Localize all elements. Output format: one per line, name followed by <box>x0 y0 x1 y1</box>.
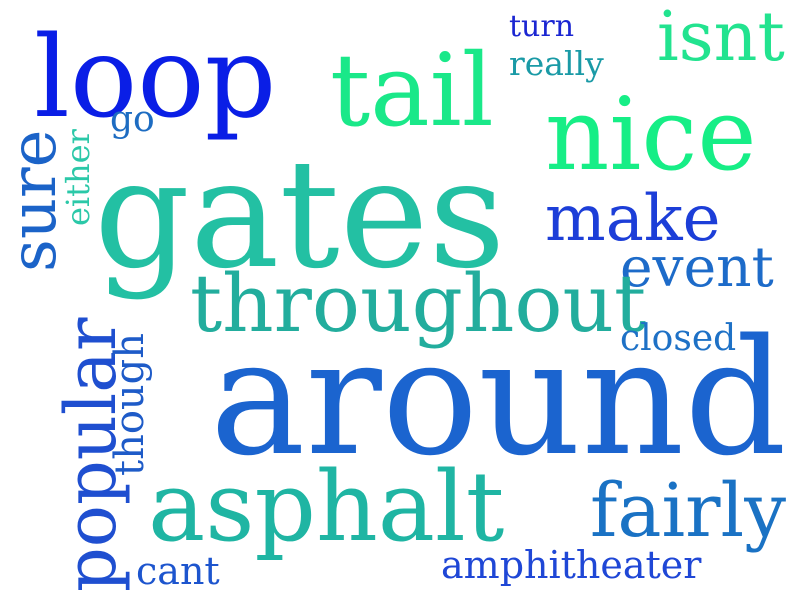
word-fairly: fairly <box>590 468 787 554</box>
word-gates: gates <box>94 128 506 302</box>
word-nice: nice <box>545 76 757 193</box>
word-amphitheater: amphitheater <box>441 543 702 587</box>
word-really: really <box>509 44 604 83</box>
word-turn: turn <box>509 9 575 44</box>
word-cant: cant <box>136 549 220 593</box>
word-asphalt: asphalt <box>148 451 505 563</box>
word-either: either <box>59 129 97 226</box>
word-make: make <box>545 182 721 256</box>
word-around: around <box>210 304 787 491</box>
word-sure: sure <box>0 129 71 272</box>
word-tail: tail <box>330 32 494 149</box>
word-closed: closed <box>620 318 737 359</box>
word-event: event <box>620 235 774 299</box>
word-throughout: throughout <box>190 257 647 350</box>
word-loop: loop <box>34 13 277 143</box>
word-though: though <box>107 332 153 476</box>
word-isnt: isnt <box>657 0 785 77</box>
word-go: go <box>110 99 155 140</box>
